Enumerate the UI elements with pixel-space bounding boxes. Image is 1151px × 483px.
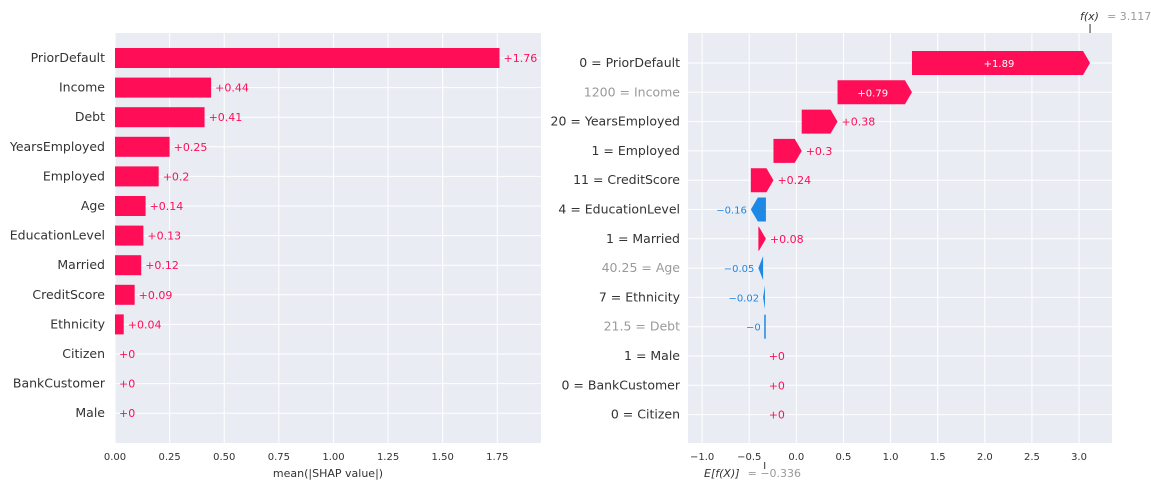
output-value-annotation: f(x) = 3.117 (1080, 5, 1151, 33)
left-x-axis-title: mean(|SHAP value|) (273, 467, 383, 480)
left-bar-value-label: +0.04 (128, 318, 162, 331)
waterfall-bar-ethnicity (763, 285, 765, 310)
left-bar-value-label: +0 (119, 348, 135, 361)
left-bar-yearsemployed (115, 136, 170, 157)
right-x-tick-label: 1.0 (883, 452, 899, 463)
right-feature-label: 1 = Married (606, 231, 680, 246)
waterfall-bar-employed (773, 138, 802, 163)
waterfall-value-label: +0.24 (777, 174, 811, 187)
waterfall-bar-priordefault (911, 51, 1091, 75)
waterfall-value-label: +0 (769, 379, 785, 392)
left-category-label: PriorDefault (31, 50, 105, 65)
left-x-tick-label: 1.50 (432, 452, 454, 463)
waterfall-bar-creditscore (750, 168, 774, 193)
left-x-tick-label: 0.25 (158, 452, 180, 463)
left-category-label: BankCustomer (13, 376, 106, 391)
left-category-label: Male (75, 405, 105, 420)
left-category-label: CreditScore (32, 287, 105, 302)
left-bar-value-label: +0 (119, 407, 135, 420)
left-x-tick-label: 0.75 (268, 452, 290, 463)
left-bar-value-label: +0.2 (163, 170, 190, 183)
waterfall-value-label: +0.79 (857, 88, 888, 99)
right-feature-label: 1 = Male (624, 348, 680, 363)
left-bar-employed (115, 166, 159, 187)
left-category-label: Age (81, 198, 105, 213)
left-bar-married (115, 255, 142, 276)
left-bar-educationlevel (115, 225, 144, 246)
right-x-tick-label: 2.5 (1024, 452, 1040, 463)
mean-shap-bar-chart: +1.76 +0.44 +0.41 +0.25 +0.2 +0.14 +0.13 +0.12 +… (9, 33, 541, 480)
left-category-label: Citizen (62, 346, 105, 361)
right-feature-label: 0 = Citizen (611, 407, 680, 422)
right-x-tick-label: −0.5 (737, 452, 761, 463)
waterfall-value-label: +0.3 (806, 145, 833, 158)
right-feature-label: 21.5 = Debt (604, 319, 681, 334)
left-bar-value-label: +0.09 (139, 289, 173, 302)
left-x-tick-label: 1.25 (377, 452, 399, 463)
left-x-tick-label: 0.50 (213, 452, 235, 463)
right-feature-label: 4 = EducationLevel (558, 202, 680, 217)
waterfall-bar-married (758, 226, 766, 251)
right-feature-label: 11 = CreditScore (573, 172, 680, 187)
left-category-label: Married (57, 257, 105, 272)
right-feature-label: 1 = Employed (591, 143, 680, 158)
right-x-tick-label: 2.0 (977, 452, 993, 463)
waterfall-value-label: +1.89 (984, 59, 1015, 70)
right-x-tick-label: 0.5 (836, 452, 852, 463)
right-feature-label: 40.25 = Age (602, 260, 681, 275)
left-bar-priordefault (115, 48, 500, 68)
left-category-label: Debt (75, 109, 105, 124)
left-bar-value-label: +0.41 (209, 111, 243, 124)
output-value-label: f(x) = 3.117 (1080, 5, 1151, 24)
right-feature-label: 1200 = Income (584, 84, 681, 99)
right-x-tick-label: −1.0 (690, 452, 714, 463)
left-bar-value-label: +0.44 (215, 82, 249, 95)
left-bar-age (115, 196, 146, 216)
waterfall-value-label: −0.02 (728, 293, 759, 304)
left-bar-value-label: +1.76 (503, 52, 537, 65)
left-category-label: Ethnicity (50, 316, 105, 331)
left-category-label: Employed (43, 168, 105, 183)
right-x-tick-label: 3.0 (1071, 452, 1087, 463)
waterfall-chart: +1.89 +0.79 +0.38 +0.3 +0.24 −0.16 +0.08 −0.05 −… (551, 5, 1151, 481)
base-value-label: E[f(X)] = −0.336 (704, 462, 801, 481)
waterfall-value-label: −0.05 (724, 264, 755, 275)
left-x-tick-label: 1.75 (486, 452, 508, 463)
waterfall-value-label: +0 (769, 350, 785, 363)
left-bar-creditscore (115, 284, 135, 305)
left-bar-value-label: +0.13 (147, 230, 181, 243)
waterfall-value-label: +0 (769, 409, 785, 422)
waterfall-bar-educationlevel (750, 197, 766, 222)
left-plot-area (115, 33, 541, 443)
right-x-tick-label: 0.0 (788, 452, 804, 463)
waterfall-value-label: +0.08 (770, 233, 804, 246)
waterfall-value-label: +0.38 (842, 116, 876, 129)
waterfall-bar-income (837, 80, 912, 105)
left-category-label: EducationLevel (10, 228, 105, 243)
waterfall-value-label: −0 (746, 323, 761, 334)
right-feature-label: 0 = PriorDefault (579, 55, 680, 70)
left-bar-income (115, 77, 212, 98)
left-bar-debt (115, 107, 205, 128)
left-bar-value-label: +0.12 (145, 259, 179, 272)
left-bar-value-label: +0.25 (174, 141, 208, 154)
right-x-tick-label: 1.5 (930, 452, 946, 463)
left-bar-ethnicity (115, 314, 124, 335)
left-bar-value-label: +0.14 (150, 200, 184, 213)
left-x-tick-label: 0.00 (104, 452, 126, 463)
left-category-label: YearsEmployed (9, 139, 105, 154)
right-feature-label: 20 = YearsEmployed (551, 114, 680, 129)
waterfall-bar-yearsemployed (801, 109, 838, 134)
waterfall-value-label: −0.16 (716, 206, 747, 217)
left-x-tick-label: 1.00 (322, 452, 344, 463)
base-value-annotation: E[f(X)] = −0.336 (704, 462, 801, 481)
left-category-label: Income (59, 80, 105, 95)
right-feature-label: 0 = BankCustomer (562, 377, 681, 392)
waterfall-bar-age (758, 256, 764, 281)
left-bar-value-label: +0 (119, 378, 135, 391)
right-feature-label: 7 = Ethnicity (599, 289, 681, 304)
